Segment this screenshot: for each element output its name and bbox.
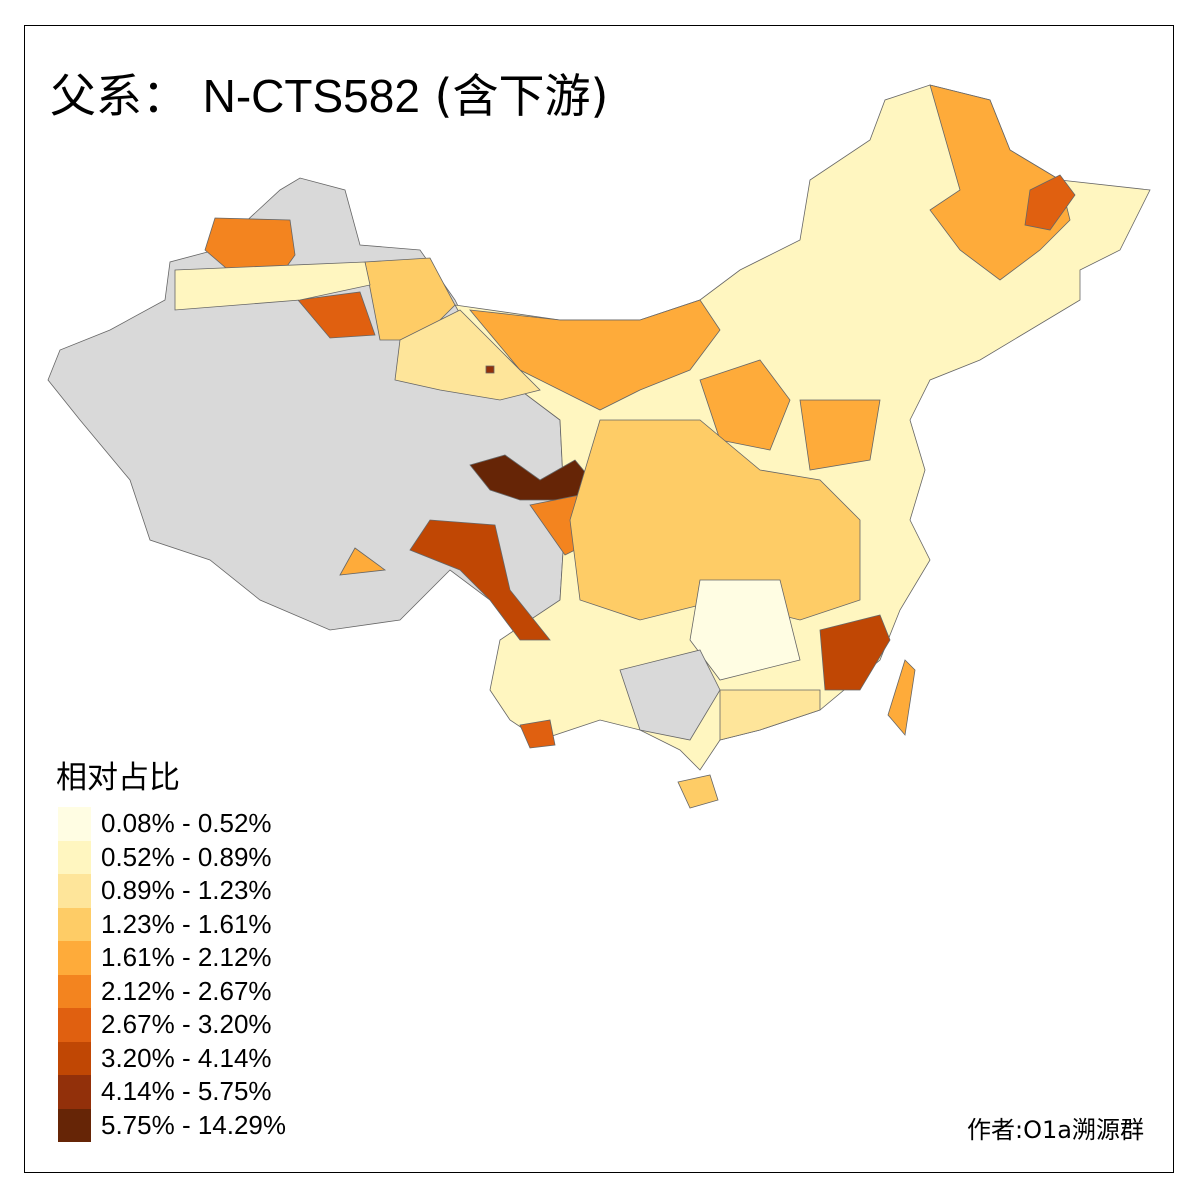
region-hainan [677,774,719,809]
legend-swatch [58,1075,91,1109]
legend-swatch [58,1041,91,1075]
legend-swatch [58,974,91,1008]
region-qinghai [394,309,541,401]
legend-swatch [58,907,91,941]
region-fujian [819,614,891,691]
map-frame [24,25,1174,1173]
region-inner-mongolia [469,299,721,411]
legend-label: 5.75% - 14.29% [101,1109,287,1140]
legend-item: 2.12% - 2.67% [58,974,272,1008]
region-tibet-east [409,519,551,641]
legend-swatch [58,874,91,908]
legend-title: 相对占比 [56,760,180,796]
legend-swatch [58,941,91,975]
legend-swatch [58,1008,91,1042]
legend-item: 2.67% - 3.20% [58,1008,272,1042]
legend-item: 0.08% - 0.52% [58,807,272,841]
title-prefix: 父系： [50,69,188,123]
legend-item: 0.89% - 1.23% [58,874,272,908]
region-shanxi-shaanxi [699,359,791,451]
legend-swatch [58,807,91,841]
region-xinjiang-mid [297,291,376,339]
region-northeast [929,84,1071,281]
region-hunan-core [689,579,801,681]
legend-label: 2.12% - 2.67% [101,975,272,1006]
legend-item: 5.75% - 14.29% [58,1108,287,1142]
region-tibet-south [339,547,387,576]
legend-label: 3.20% - 4.14% [101,1042,272,1073]
legend-swatch [58,1108,91,1142]
legend-label: 1.61% - 2.12% [101,942,272,973]
legend-label: 2.67% - 3.20% [101,1009,272,1040]
region-guangxi-nodata [619,649,721,741]
author-credit: 作者:O1a溯源群 [967,1116,1144,1144]
map-title: 父系： N-CTS582 (含下游) [50,60,608,126]
haplogroup-code: N-CTS582 [202,70,420,122]
legend-label: 0.89% - 1.23% [101,875,272,906]
legend-label: 0.52% - 0.89% [101,841,272,872]
region-xinjiang-strip [174,261,371,311]
region-mongolia-dark-spot [485,365,495,374]
legend-item: 0.52% - 0.89% [58,840,272,874]
region-central [569,419,861,621]
legend-item: 4.14% - 5.75% [58,1075,272,1109]
region-shandong [799,399,881,471]
legend-label: 0.08% - 0.52% [101,808,272,839]
region-yunnan-south [519,719,556,749]
title-suffix: (含下游) [434,69,609,123]
legend-item: 3.20% - 4.14% [58,1041,272,1075]
legend-label: 1.23% - 1.61% [101,908,272,939]
legend-item: 1.23% - 1.61% [58,907,272,941]
region-guangdong [719,689,821,741]
legend-label: 4.14% - 5.75% [101,1076,272,1107]
legend-swatch [58,840,91,874]
region-taiwan [887,659,916,736]
legend-item: 1.61% - 2.12% [58,941,272,975]
region-heilongjiang-east [1024,174,1076,231]
